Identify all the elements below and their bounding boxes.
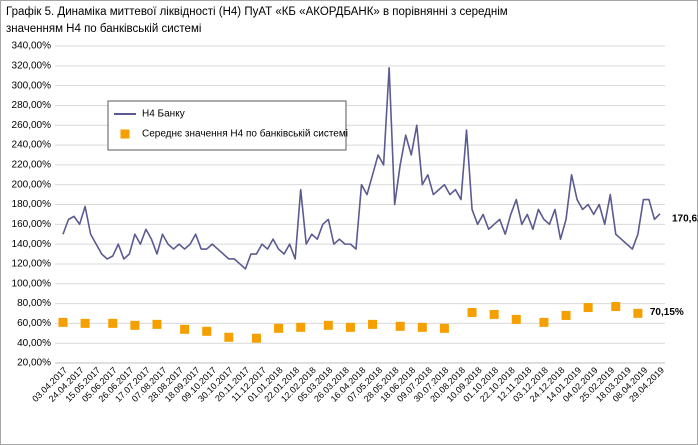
data-square	[611, 302, 621, 312]
y-tick-label: 120,00%	[12, 259, 52, 270]
data-square	[489, 309, 499, 319]
y-tick-label: 160,00%	[12, 219, 52, 230]
data-square	[152, 319, 162, 329]
data-square	[323, 320, 333, 330]
data-square	[439, 323, 449, 333]
data-square	[511, 314, 521, 324]
y-tick-label: 40,00%	[17, 338, 51, 349]
data-square	[224, 332, 234, 342]
y-tick-label: 320,00%	[12, 60, 52, 71]
data-square	[80, 318, 90, 328]
data-square	[561, 310, 571, 320]
data-label: 70,15%	[650, 307, 684, 318]
y-tick-label: 20,00%	[17, 358, 51, 369]
y-tick-label: 260,00%	[12, 120, 52, 131]
legend-label: Середнє значення Н4 по банківській систе…	[142, 128, 348, 140]
legend-box	[107, 100, 347, 151]
y-tick-label: 240,00%	[12, 140, 52, 151]
data-square	[202, 326, 212, 336]
chart-title: Графік 5. Динаміка миттевої ліквідності …	[6, 6, 508, 18]
data-square	[417, 322, 427, 332]
y-tick-label: 220,00%	[12, 160, 52, 171]
y-tick-label: 60,00%	[17, 318, 51, 329]
data-square	[539, 317, 549, 327]
data-square	[583, 303, 593, 313]
data-label: 170,62%	[672, 213, 698, 224]
y-tick-label: 300,00%	[12, 80, 52, 91]
data-square	[274, 323, 284, 333]
data-square	[251, 333, 261, 343]
legend-square	[120, 129, 130, 139]
y-tick-label: 100,00%	[12, 278, 52, 289]
y-tick-label: 140,00%	[12, 239, 52, 250]
legend-label: Н4 Банку	[142, 109, 185, 120]
data-square	[108, 318, 118, 328]
data-square	[296, 322, 306, 332]
data-line	[62, 66, 661, 270]
y-tick-label: 280,00%	[12, 100, 52, 111]
data-square	[368, 319, 378, 329]
y-tick-label: 180,00%	[12, 199, 52, 210]
data-square	[58, 317, 68, 327]
data-square	[633, 308, 643, 318]
data-square	[180, 324, 190, 334]
y-tick-label: 340,00%	[12, 41, 52, 52]
data-square	[130, 320, 140, 330]
chart-subtitle: значенням Н4 по банківській системі	[6, 23, 201, 35]
data-square	[395, 321, 405, 331]
data-square	[345, 322, 355, 332]
data-square	[467, 307, 477, 317]
y-tick-label: 80,00%	[17, 298, 51, 309]
y-tick-label: 200,00%	[12, 179, 52, 190]
